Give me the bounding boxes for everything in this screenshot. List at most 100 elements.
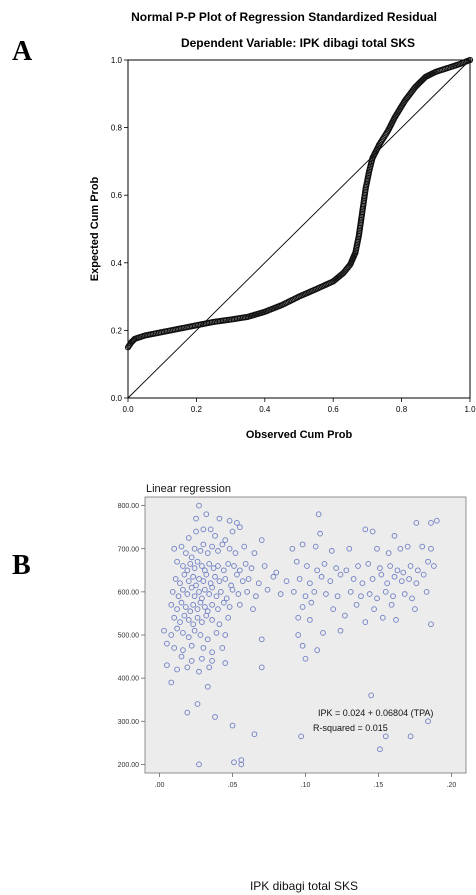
regression-data-point xyxy=(302,593,309,600)
regression-data-point xyxy=(428,545,434,552)
regression-data-point xyxy=(193,515,199,522)
regression-data-point xyxy=(209,649,215,656)
regression-data-point xyxy=(180,629,186,636)
regression-data-point xyxy=(425,558,431,565)
regression-data-point xyxy=(350,576,357,582)
regression-data-point xyxy=(229,586,236,593)
regression-data-point xyxy=(413,580,420,587)
regression-data-point xyxy=(368,692,375,699)
regression-data-point xyxy=(234,571,240,578)
regression-data-point xyxy=(391,532,398,539)
regression-data-point xyxy=(347,589,354,595)
regression-data-point xyxy=(174,666,180,673)
regression-data-point xyxy=(387,563,393,569)
regression-xtick-label: .05 xyxy=(228,782,238,789)
regression-data-point xyxy=(236,601,243,608)
regression-data-point xyxy=(201,604,208,610)
regression-ytick-label: 300.00 xyxy=(118,719,140,726)
regression-data-point xyxy=(393,617,399,623)
regression-xlabel: IPK dibagi total SKS xyxy=(250,879,358,893)
regression-data-point xyxy=(379,614,386,621)
regression-ytick-label: 200.00 xyxy=(118,762,140,769)
regression-xtick-label: .20 xyxy=(447,782,457,789)
regression-data-point xyxy=(185,617,192,623)
regression-data-point xyxy=(238,757,245,763)
regression-data-point xyxy=(169,589,176,595)
regression-data-point xyxy=(209,601,215,608)
regression-data-point xyxy=(200,578,207,584)
regression-data-point xyxy=(289,545,296,552)
regression-data-point xyxy=(365,560,372,567)
regression-data-point xyxy=(312,543,319,550)
regression-data-point xyxy=(200,645,207,651)
regression-data-point xyxy=(323,591,329,597)
regression-data-point xyxy=(216,515,223,522)
regression-data-point xyxy=(183,550,189,556)
regression-data-point xyxy=(419,543,426,550)
regression-data-point xyxy=(188,658,195,664)
regression-data-point xyxy=(409,595,415,602)
regression-data-point xyxy=(207,526,214,533)
pp-ytick-label: 0.6 xyxy=(111,191,123,200)
regression-data-point xyxy=(180,647,186,653)
pp-ytick-label: 0.2 xyxy=(111,326,123,335)
regression-data-point xyxy=(213,629,220,636)
regression-data-point xyxy=(212,714,218,720)
regression-r-squared: R-squared = 0.015 xyxy=(313,723,388,733)
regression-data-point xyxy=(238,761,245,768)
pp-plot-xlabel: Observed Cum Prob xyxy=(246,429,353,441)
regression-data-point xyxy=(241,543,248,550)
pp-plot-chart: Normal P-P Plot of Regression Standardiz… xyxy=(89,10,476,441)
regression-data-point xyxy=(225,560,232,567)
regression-data-point xyxy=(215,548,221,554)
regression-data-point xyxy=(412,606,418,612)
regression-data-point xyxy=(244,589,250,595)
regression-data-point xyxy=(242,560,249,567)
regression-data-point xyxy=(406,576,412,582)
pp-ytick-label: 0.8 xyxy=(111,124,123,133)
regression-data-point xyxy=(273,569,280,576)
regression-data-point xyxy=(183,604,189,610)
regression-data-point xyxy=(203,612,210,619)
regression-data-point xyxy=(194,606,201,612)
regression-data-point xyxy=(204,550,211,556)
regression-data-point xyxy=(215,606,221,612)
regression-data-point xyxy=(264,586,271,593)
regression-data-point xyxy=(428,621,434,628)
regression-data-point xyxy=(191,627,198,634)
regression-data-point xyxy=(362,526,369,533)
regression-data-point xyxy=(174,625,180,632)
regression-data-point xyxy=(194,701,201,707)
regression-data-point xyxy=(299,541,306,548)
regression-data-point xyxy=(318,573,325,580)
regression-data-point xyxy=(201,586,208,593)
pp-plot-subtitle: Dependent Variable: IPK dibagi total SKS xyxy=(181,36,415,50)
regression-data-point xyxy=(304,563,310,569)
regression-data-point xyxy=(164,640,170,647)
regression-data-point xyxy=(283,578,290,584)
regression-data-point xyxy=(197,599,204,606)
regression-data-point xyxy=(248,565,255,572)
regression-data-point xyxy=(216,578,223,584)
linear-regression-chart: Linear regression .00 .05 .10 .15 .20 200.00 3… xyxy=(118,483,467,893)
regression-data-point xyxy=(261,563,268,569)
regression-data-point xyxy=(226,517,233,524)
regression-data-point xyxy=(328,548,335,554)
regression-data-point xyxy=(229,528,236,535)
regression-data-point xyxy=(407,563,414,569)
regression-data-point xyxy=(180,563,186,569)
regression-data-point xyxy=(295,632,302,638)
regression-data-point xyxy=(226,545,233,552)
regression-data-point xyxy=(188,554,195,561)
regression-data-point xyxy=(385,550,392,556)
regression-data-point xyxy=(359,580,366,587)
regression-data-point xyxy=(168,601,175,608)
regression-xtick-label: .00 xyxy=(155,782,165,789)
regression-data-point xyxy=(178,653,185,660)
regression-data-point xyxy=(199,563,205,569)
regression-data-point xyxy=(307,617,313,623)
regression-data-point xyxy=(277,591,284,597)
regression-data-point xyxy=(299,604,306,610)
pp-plot-title: Normal P-P Plot of Regression Standardiz… xyxy=(131,10,437,24)
regression-data-point xyxy=(175,593,182,600)
